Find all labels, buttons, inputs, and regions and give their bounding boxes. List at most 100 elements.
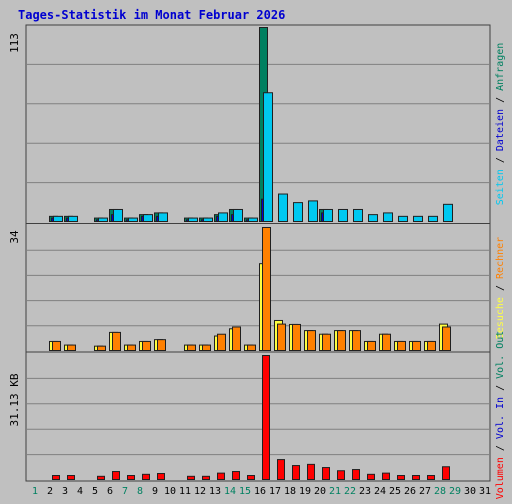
x-tick-label: 4 [77,486,83,497]
x-tick-label: 31 [479,486,491,497]
bar-volumen [67,475,75,480]
bar-seiten [308,200,318,222]
legend-item: Vol. In [495,397,506,439]
x-tick-label: 12 [194,486,206,497]
x-tick-label: 17 [269,486,281,497]
bar-seiten [143,214,153,222]
legend-separator: / [495,379,506,397]
y-max-label: 113 [8,33,21,53]
bar-seiten [263,92,273,222]
x-tick-label: 1 [32,486,38,497]
x-tick-label: 23 [359,486,371,497]
bar-rechner [217,333,226,351]
bar-rechner [112,331,121,352]
bar-rechner [232,326,241,351]
legend-text: Seiten / Dateien / Anfragen [495,43,506,206]
bar-volumen [367,473,375,481]
legend-separator: / [495,91,506,109]
bar-seiten [413,215,423,223]
bar-volumen [292,465,300,481]
bar-seiten [68,215,78,223]
bar-rechner [382,333,391,351]
legend-text: Volumen / Vol. In / Vol. Out [495,331,506,500]
x-tick-label: 7 [122,486,128,497]
bar-volumen [277,459,285,481]
bar-rechner [97,345,106,351]
bar-rechner [367,340,376,351]
bar-volumen [307,463,315,480]
bar-volumen [247,475,255,480]
bar-rechner [292,323,301,351]
x-tick-label: 26 [404,486,416,497]
bar-rechner [427,340,436,351]
x-tick-label: 11 [179,486,191,497]
bar-volumen [142,473,150,481]
x-tick-label: 29 [449,486,461,497]
bar-rechner [352,330,361,351]
outer-frame [25,24,491,482]
bar-rechner [202,344,211,351]
bar-rechner [52,340,61,351]
bar-rechner [307,330,316,351]
bar-seiten [128,217,138,223]
bar-rechner [442,326,451,351]
bar-seiten [113,208,123,222]
bar-seiten [218,212,228,222]
x-tick-label: 3 [62,486,68,497]
bar-seiten [383,212,393,222]
bar-rechner [67,344,76,351]
x-tick-label: 21 [329,486,341,497]
x-tick-label: 27 [419,486,431,497]
x-tick-label: 9 [152,486,158,497]
bar-seiten [338,208,348,222]
legend: Volumen / Vol. In / Vol. Out [495,331,506,500]
bar-volumen [382,472,390,481]
bar-volumen [112,471,120,481]
bar-seiten [398,215,408,223]
legend-separator: / [495,439,506,457]
bar-volumen [217,472,225,481]
y-max-label: 34 [8,230,21,244]
legend-item: Anfragen [495,43,506,91]
bar-rechner [187,344,196,351]
legend: Besuche / Rechner [495,237,506,339]
bar-seiten [323,208,333,222]
legend-item: Seiten [495,169,506,205]
legend: Seiten / Dateien / Anfragen [495,43,506,206]
bar-volumen [397,475,405,480]
bar-seiten [428,215,438,223]
bar-volumen [412,475,420,480]
bar-rechner [412,340,421,351]
bar-seiten [188,217,198,223]
bar-volumen [352,469,360,480]
bar-volumen [187,475,195,480]
bar-seiten [278,193,288,223]
x-tick-label: 18 [284,486,296,497]
bar-volumen [262,355,270,480]
bar-seiten [203,217,213,223]
bar-seiten [368,214,378,222]
x-tick-label: 25 [389,486,401,497]
bar-rechner [247,344,256,351]
x-tick-label: 8 [137,486,143,497]
x-tick-label: 15 [239,486,251,497]
bar-volumen [202,475,210,480]
bar-volumen [337,470,345,481]
legend-separator: / [495,151,506,169]
bar-seiten [53,215,63,223]
bar-rechner [262,227,271,351]
bar-seiten [98,217,108,223]
bar-volumen [52,475,60,480]
x-tick-label: 5 [92,486,98,497]
x-tick-label: 28 [434,486,446,497]
bar-seiten [353,208,363,222]
legend-separator: / [495,279,506,297]
chart-title: Tages-Statistik im Monat Februar 2026 [18,8,285,22]
x-tick-label: 24 [374,486,386,497]
x-tick-label: 20 [314,486,326,497]
legend-item: Dateien [495,109,506,151]
bar-seiten [293,202,303,223]
x-tick-label: 19 [299,486,311,497]
x-tick-label: 2 [47,486,53,497]
